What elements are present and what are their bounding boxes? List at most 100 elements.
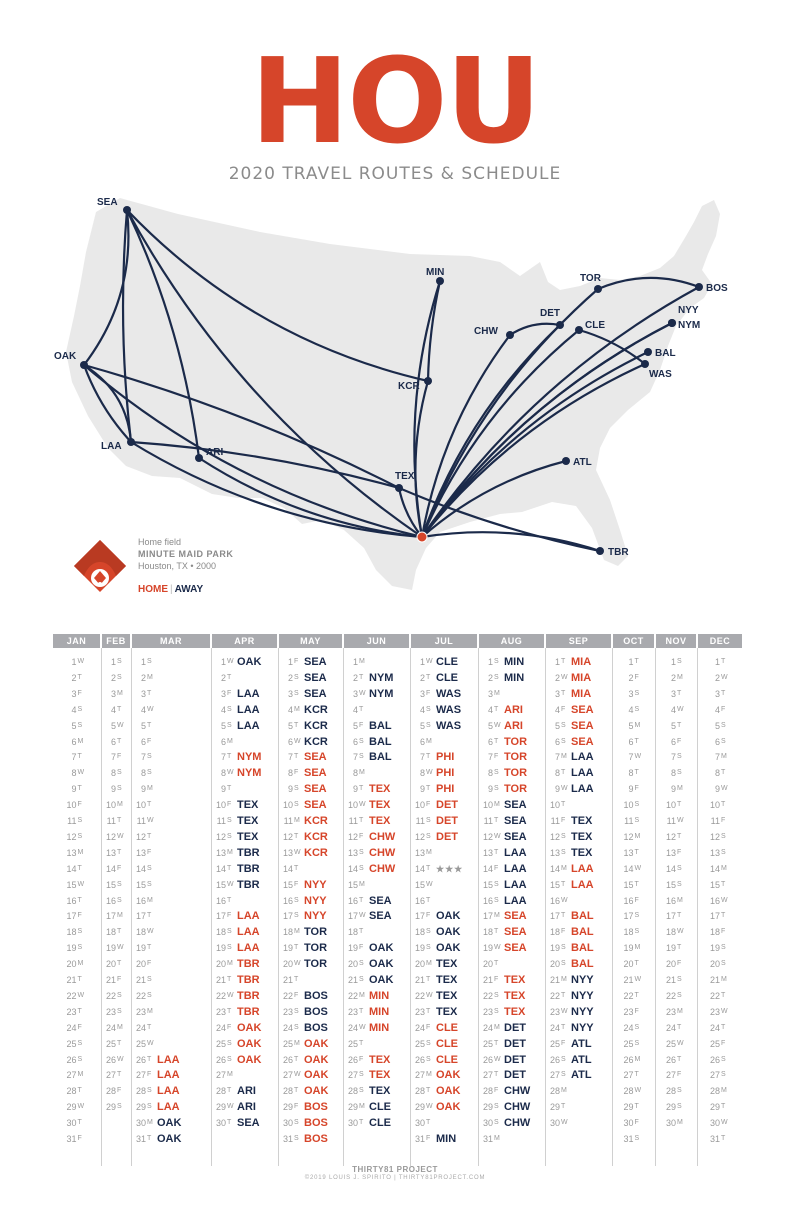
day-number: 1 bbox=[352, 657, 358, 667]
day-number: 2 bbox=[714, 672, 720, 683]
day-number: 23 bbox=[623, 1006, 634, 1017]
weekday-letter: T bbox=[117, 1039, 122, 1047]
day-number: 10 bbox=[105, 800, 116, 811]
day-number: 4 bbox=[71, 704, 77, 715]
day-number: 17 bbox=[105, 911, 116, 922]
day-cell: 10F DET bbox=[411, 797, 458, 813]
weekday-letter: S bbox=[634, 928, 640, 936]
weekday-letter: W bbox=[117, 832, 124, 840]
weekday-letter: S bbox=[677, 769, 682, 777]
day-number: 5 bbox=[487, 720, 493, 731]
opponent-home: NYY bbox=[304, 894, 327, 907]
opponent-away: SEA bbox=[369, 894, 392, 907]
city-label-laa: LAA bbox=[101, 441, 122, 452]
day-cell: 6M bbox=[212, 734, 237, 750]
day-number: 30 bbox=[709, 1118, 720, 1129]
day-number: 1 bbox=[110, 657, 116, 667]
day-cell: 6T bbox=[620, 734, 645, 750]
weekday-letter: S bbox=[677, 880, 682, 888]
weekday-letter: T bbox=[77, 785, 82, 793]
day-number: 19 bbox=[665, 943, 676, 954]
day-cell: 23T TEX bbox=[411, 1004, 457, 1020]
day-cell: 23S TEX bbox=[479, 1004, 525, 1020]
day-cell: 10T bbox=[546, 797, 571, 813]
day-number: 25 bbox=[66, 1038, 77, 1049]
day-number: 31 bbox=[135, 1134, 146, 1144]
route-leg-1 bbox=[121, 209, 133, 443]
day-cell: 7W bbox=[620, 749, 645, 765]
day-number: 17 bbox=[414, 911, 425, 922]
month-header: AUG bbox=[479, 634, 544, 648]
day-number: 13 bbox=[623, 847, 634, 858]
day-number: 8 bbox=[110, 768, 116, 779]
day-number: 12 bbox=[105, 831, 116, 842]
day-cell: 23S BOS bbox=[279, 1004, 328, 1020]
weekday-letter: S bbox=[227, 721, 232, 729]
day-cell: 9T TEX bbox=[344, 781, 390, 797]
day-number: 26 bbox=[482, 1054, 493, 1065]
weekday-letter: S bbox=[227, 832, 232, 840]
city-dot-tex bbox=[395, 484, 403, 492]
city-dot-ari bbox=[195, 454, 203, 462]
day-number: 5 bbox=[670, 720, 676, 731]
weekday-letter: S bbox=[677, 1087, 682, 1095]
weekday-letter: T bbox=[117, 705, 122, 713]
day-cell: 4S bbox=[63, 702, 88, 718]
weekday-letter: T bbox=[117, 960, 122, 968]
day-number: 10 bbox=[135, 800, 146, 811]
day-number: 21 bbox=[709, 975, 720, 985]
day-cell: 22W TBR bbox=[212, 988, 260, 1004]
day-cell: 24T bbox=[662, 1020, 687, 1036]
opponent-away: TEX bbox=[237, 799, 259, 812]
weekday-letter: W bbox=[426, 991, 433, 999]
city-label-kcr: KCR bbox=[398, 381, 420, 392]
day-cell: 13T bbox=[620, 845, 645, 861]
day-cell: 11M KCR bbox=[279, 813, 328, 829]
weekday-letter: T bbox=[294, 944, 299, 952]
day-number: 21 bbox=[482, 975, 493, 985]
day-number: 9 bbox=[419, 784, 425, 795]
day-cell: 14T TBR bbox=[212, 861, 260, 877]
weekday-letter: M bbox=[721, 864, 727, 872]
city-label-det: DET bbox=[540, 308, 560, 319]
home-city-dot bbox=[416, 531, 428, 543]
day-number: 9 bbox=[287, 784, 293, 795]
weekday-letter: W bbox=[147, 928, 154, 936]
day-cell: 11F TEX bbox=[546, 813, 593, 829]
day-cell: 20T bbox=[102, 956, 127, 972]
route-bos bbox=[421, 286, 700, 538]
city-label-cle: CLE bbox=[585, 320, 605, 331]
day-number: 22 bbox=[482, 990, 493, 1001]
day-cell: 9T PHI bbox=[411, 781, 454, 797]
route-atl bbox=[421, 459, 567, 538]
day-number: 20 bbox=[709, 959, 720, 970]
opponent-home: OAK bbox=[304, 1053, 329, 1066]
day-number: 6 bbox=[287, 736, 293, 747]
day-number: 12 bbox=[414, 831, 425, 842]
day-number: 26 bbox=[623, 1054, 634, 1065]
opponent-home: OAK bbox=[436, 1085, 461, 1098]
day-cell: 28S TEX bbox=[344, 1083, 390, 1099]
month-header: MAR bbox=[132, 634, 210, 648]
opponent-home: PHI bbox=[436, 751, 455, 764]
day-number: 23 bbox=[135, 1006, 146, 1017]
day-cell: 23W bbox=[706, 1004, 731, 1020]
day-number: 4 bbox=[628, 704, 634, 715]
opponent-away: TEX bbox=[571, 815, 593, 827]
day-number: 6 bbox=[714, 736, 720, 747]
day-number: 25 bbox=[665, 1038, 676, 1049]
day-cell: 13F bbox=[662, 845, 687, 861]
day-number: 18 bbox=[66, 927, 77, 938]
day-cell: 10F bbox=[63, 797, 88, 813]
day-cell: 2W bbox=[706, 670, 731, 686]
day-number: 16 bbox=[549, 895, 560, 906]
weekday-letter: T bbox=[426, 1087, 431, 1095]
weekday-letter: M bbox=[561, 976, 567, 983]
day-number: 10 bbox=[215, 800, 226, 811]
opponent-away: CHW bbox=[504, 1085, 531, 1098]
day-cell: 20S BAL bbox=[546, 956, 594, 972]
opponent-home: LAA bbox=[237, 942, 260, 955]
opponent-away: DET bbox=[504, 1069, 526, 1082]
day-cell: 15W TBR bbox=[212, 877, 260, 893]
day-number: 13 bbox=[665, 847, 676, 858]
